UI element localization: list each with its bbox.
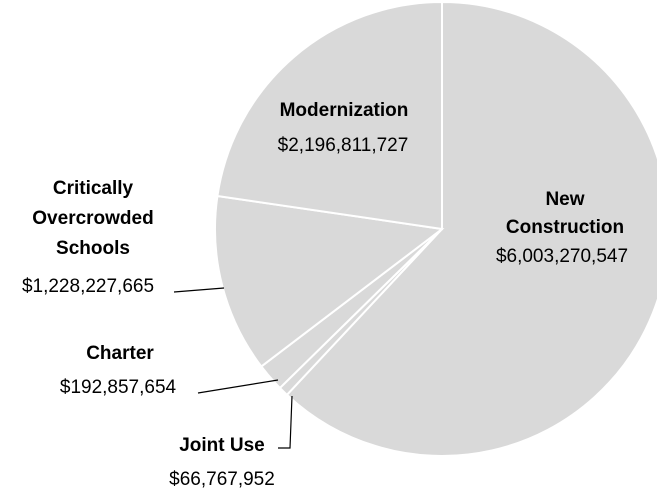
slice-value-critically-overcrowded: $1,228,227,665 <box>22 276 154 297</box>
leader-lines <box>173 287 293 449</box>
slice-label-modernization: Modernization <box>280 100 409 121</box>
pie-slices <box>214 0 657 457</box>
slice-value-charter: $192,857,654 <box>60 377 177 398</box>
slice-label-critically-overcrowded-line2: Overcrowded <box>32 208 153 229</box>
slice-label-new-construction-line1: New <box>545 189 584 210</box>
pie-slice-modernization <box>216 0 443 231</box>
slice-labels: New Construction $6,003,270,547 Moderniz… <box>22 100 628 490</box>
leader-line-critically-overcrowded <box>173 287 225 293</box>
slice-label-new-construction-line2: Construction <box>506 217 624 238</box>
slice-label-critically-overcrowded-line1: Critically <box>53 178 134 199</box>
slice-value-modernization: $2,196,811,727 <box>278 135 409 156</box>
leader-line-charter <box>197 379 279 394</box>
slice-label-charter: Charter <box>86 343 154 364</box>
slice-label-joint-use: Joint Use <box>179 435 265 456</box>
leader-line-joint-use <box>278 395 293 449</box>
slice-label-critically-overcrowded-line3: Schools <box>56 238 130 259</box>
pie-slice-critically-overcrowded-schools <box>214 194 445 368</box>
slice-value-new-construction: $6,003,270,547 <box>496 246 628 267</box>
pie-slice-new-construction <box>285 0 657 457</box>
slice-value-joint-use: $66,767,952 <box>169 469 275 490</box>
